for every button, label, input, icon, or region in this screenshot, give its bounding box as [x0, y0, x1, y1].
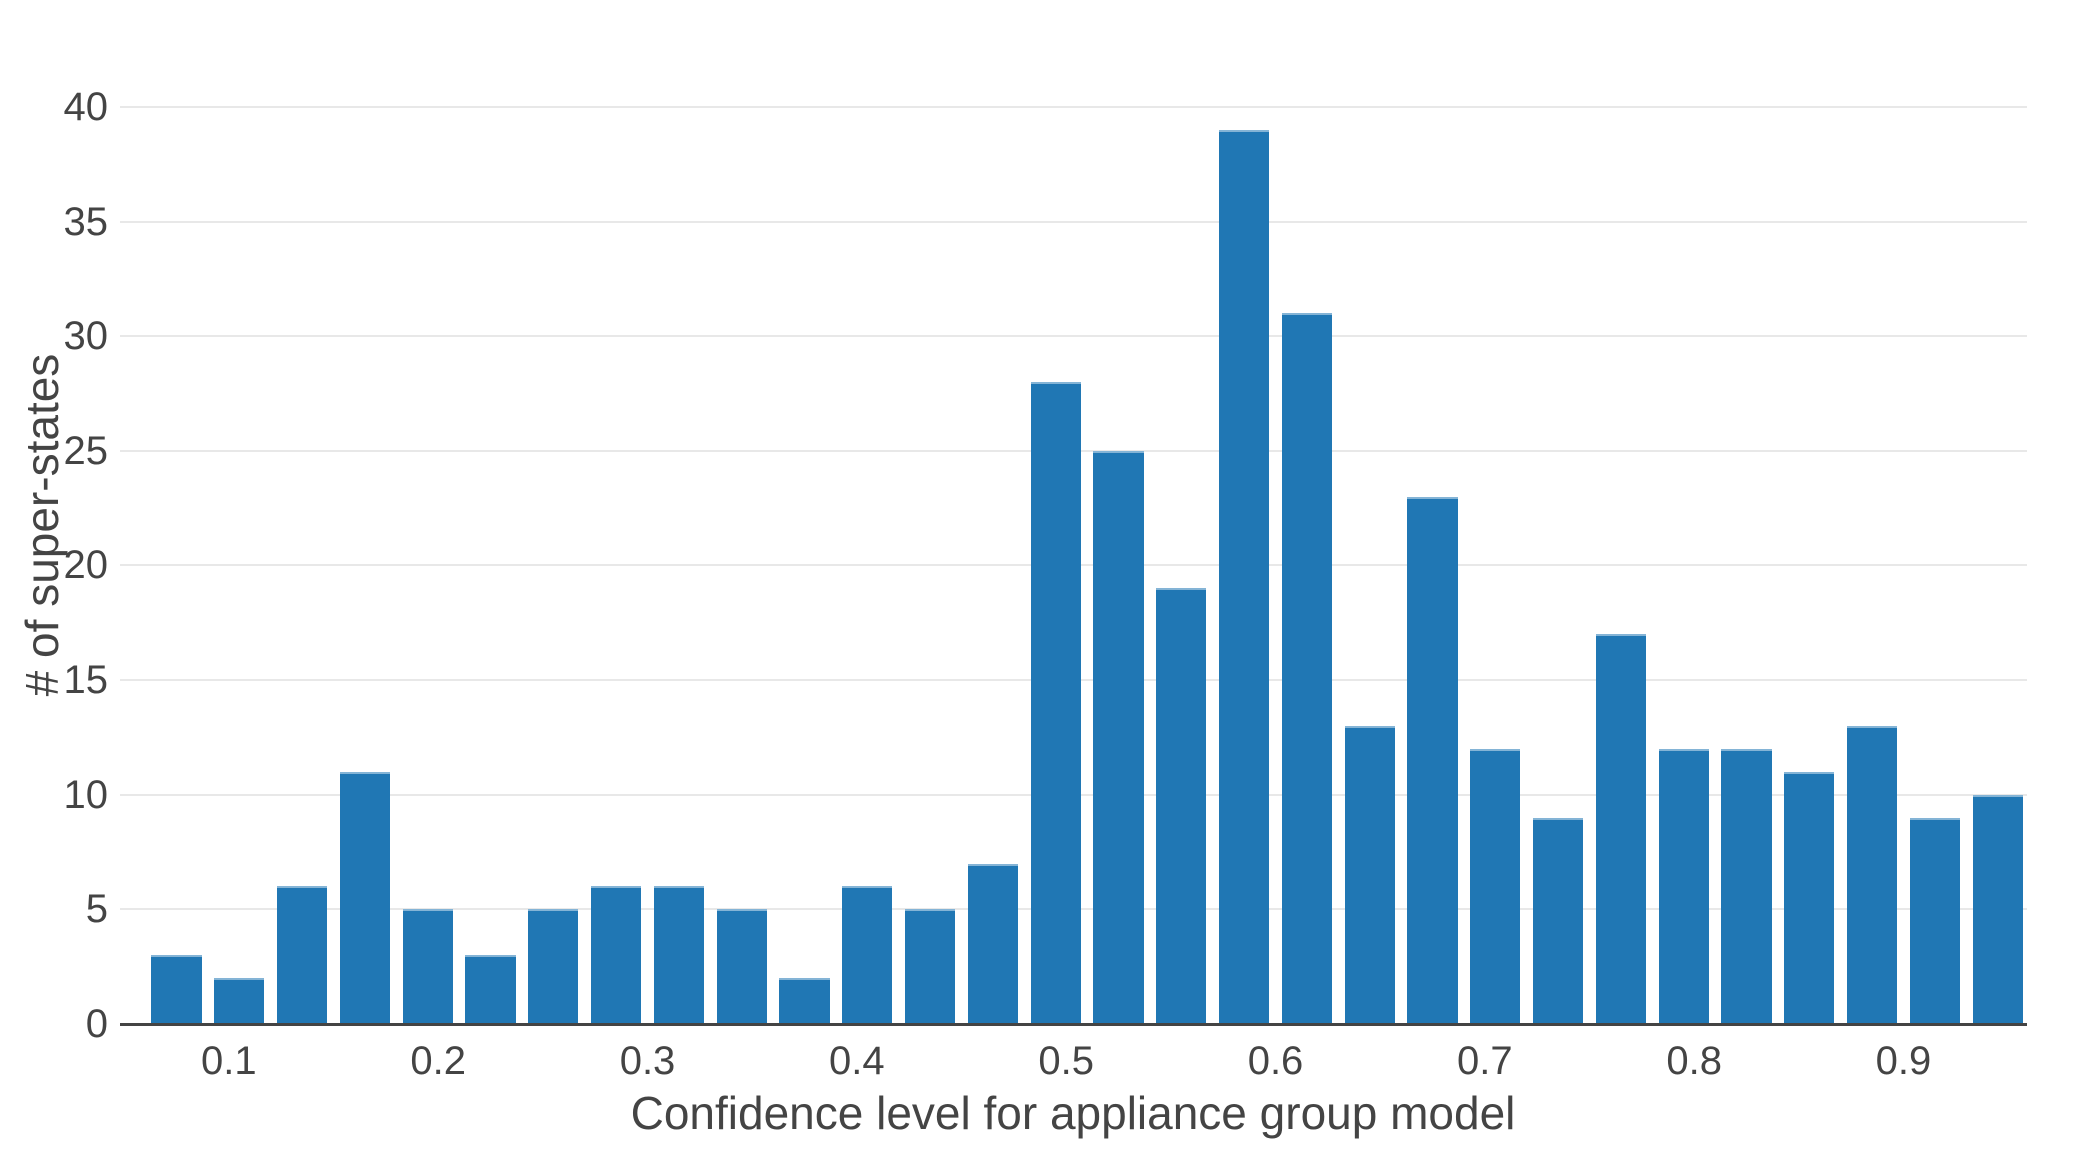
histogram-bar — [151, 955, 202, 1024]
y-axis-title: # of super-states — [16, 353, 68, 697]
y-tick-label: 15 — [63, 658, 109, 703]
x-tick-label: 0.2 — [410, 1039, 466, 1083]
histogram-bar — [1093, 450, 1144, 1024]
histogram-bar — [1721, 748, 1772, 1024]
histogram-bar — [1784, 771, 1835, 1024]
y-tick-label: 0 — [85, 1002, 108, 1046]
y-gridline — [120, 220, 2027, 223]
x-tick-label: 0.8 — [1666, 1039, 1722, 1083]
histogram-bar — [214, 978, 265, 1024]
histogram-bar — [904, 909, 956, 1024]
y-gridline — [120, 105, 2027, 108]
y-gridline — [120, 335, 2027, 338]
histogram-bar — [1595, 634, 1646, 1024]
histogram-bar — [1281, 313, 1333, 1024]
x-tick-label: 0.1 — [201, 1039, 257, 1083]
plot-area — [120, 45, 2027, 1026]
histogram-bar — [1407, 496, 1458, 1024]
histogram-bar — [1532, 817, 1584, 1024]
histogram-bar — [1156, 588, 1207, 1024]
x-axis-line — [120, 1023, 2027, 1026]
x-tick-label: 0.6 — [1247, 1039, 1304, 1083]
x-tick-label: 0.4 — [829, 1039, 885, 1083]
x-tick-label: 0.7 — [1457, 1039, 1513, 1083]
histogram-bar — [402, 909, 453, 1024]
histogram-bar — [1658, 748, 1709, 1024]
histogram-bar — [779, 978, 830, 1024]
histogram-bar — [528, 909, 579, 1024]
histogram-bar — [590, 886, 642, 1024]
histogram-bar — [1344, 725, 1395, 1024]
histogram-bar — [465, 955, 516, 1024]
histogram-bar — [1909, 817, 1960, 1024]
histogram-bar — [1030, 382, 1081, 1024]
histogram-bar — [276, 886, 328, 1024]
y-tick-label: 35 — [63, 199, 109, 244]
histogram-bar — [653, 886, 705, 1024]
histogram-bar — [1218, 129, 1270, 1024]
y-tick-label: 5 — [85, 887, 108, 932]
histogram-bar — [1846, 725, 1898, 1024]
x-tick-label: 0.9 — [1875, 1039, 1932, 1083]
histogram-bar — [339, 771, 391, 1024]
y-tick-label: 20 — [63, 543, 109, 588]
y-tick-label: 25 — [63, 428, 109, 473]
histogram-bar — [842, 886, 893, 1024]
x-tick-label: 0.3 — [619, 1039, 676, 1083]
histogram-bar — [716, 909, 767, 1024]
x-tick-label: 0.5 — [1038, 1039, 1094, 1083]
y-tick-label: 10 — [63, 772, 109, 817]
y-tick-label: 40 — [63, 84, 109, 129]
histogram-bar — [967, 863, 1019, 1024]
x-axis-title: Confidence level for appliance group mod… — [630, 1087, 1516, 1139]
y-tick-label: 30 — [63, 314, 109, 359]
histogram-bar — [1470, 748, 1521, 1024]
histogram-bar — [1972, 794, 2023, 1024]
